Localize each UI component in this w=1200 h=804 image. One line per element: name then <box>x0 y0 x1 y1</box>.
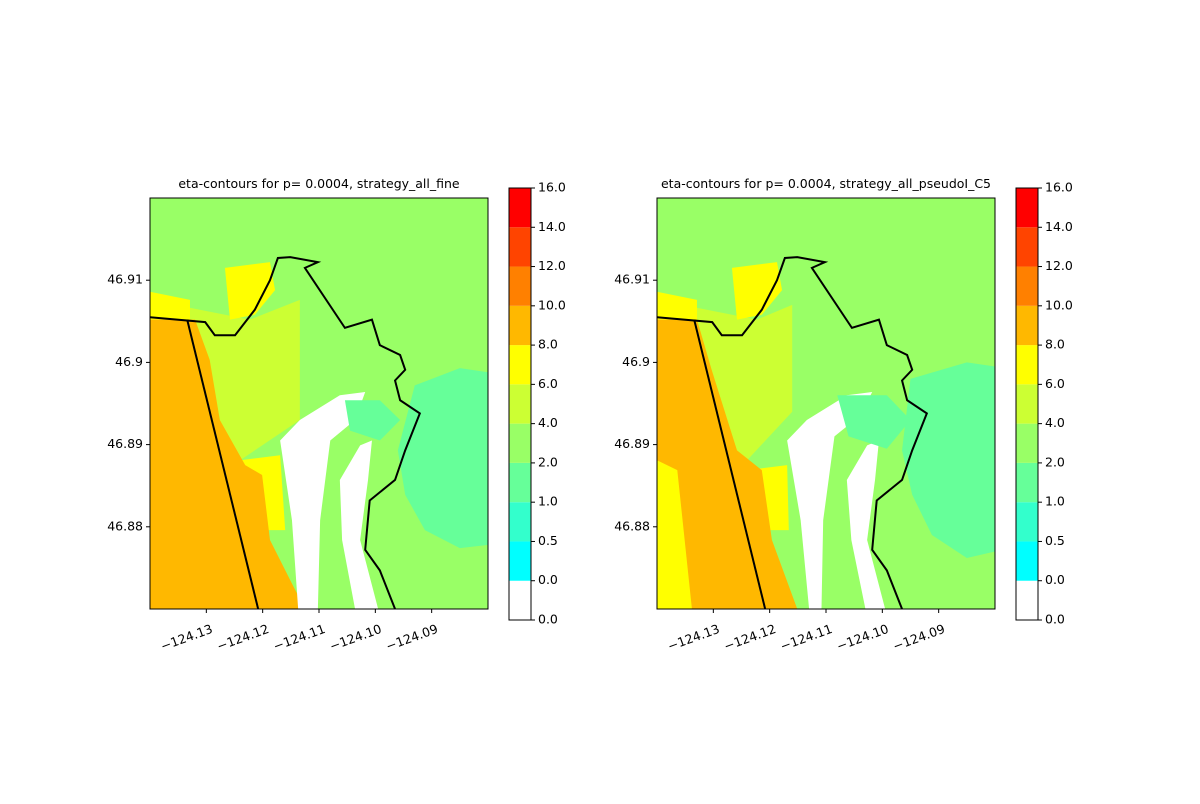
colorbar-tick-label: 0.5 <box>538 533 558 548</box>
colorbar-tick-label: 14.0 <box>538 219 566 234</box>
contour-region <box>731 262 783 320</box>
colorbar-bin <box>1016 580 1038 620</box>
y-tick-label: 46.89 <box>614 436 650 451</box>
colorbar-tick-label: 0.0 <box>538 572 558 587</box>
y-tick-label: 46.89 <box>107 436 143 451</box>
colorbar-tick-label: 0.0 <box>1045 612 1065 627</box>
colorbar-bin <box>509 227 531 267</box>
y-tick-label: 46.9 <box>115 354 143 369</box>
colorbar-bin <box>509 462 531 503</box>
colorbar-bin <box>509 188 531 228</box>
coastline <box>657 256 929 609</box>
map <box>657 198 995 609</box>
contour-region <box>339 440 379 609</box>
colorbar-tick-label: 4.0 <box>538 415 558 430</box>
contour-region <box>837 395 911 449</box>
colorbar-bin <box>509 541 531 581</box>
contour-region <box>787 391 873 609</box>
contour-region <box>344 400 401 441</box>
colorbar-tick-label: 1.0 <box>1045 494 1065 509</box>
colorbar-bin <box>509 266 531 306</box>
coastline <box>150 256 422 609</box>
colorbar-frame <box>508 187 532 621</box>
y-tick-label: 46.88 <box>614 518 650 533</box>
colorbar-tick-label: 8.0 <box>538 337 558 352</box>
contour-region <box>280 391 366 609</box>
colorbar-tick-label: 8.0 <box>1045 337 1065 352</box>
colorbar-tick-label: 0.0 <box>1045 572 1065 587</box>
colorbar-bin <box>1016 384 1038 424</box>
contour-region <box>150 291 190 320</box>
colorbar-tick-label: 6.0 <box>1045 376 1065 391</box>
chart-title: eta-contours for p= 0.0004, strategy_all… <box>178 176 460 191</box>
colorbar-bin <box>509 580 531 620</box>
colorbar-frame <box>1015 187 1039 621</box>
colorbar-bin <box>509 423 531 463</box>
colorbar-bin <box>1016 188 1038 228</box>
y-tick-label: 46.91 <box>614 272 650 287</box>
colorbar-bin <box>1016 305 1038 346</box>
shoreline <box>693 319 767 609</box>
colorbar-tick-label: 10.0 <box>538 297 566 312</box>
colorbar-tick-label: 1.0 <box>538 494 558 509</box>
colorbar-tick-label: 16.0 <box>1045 180 1073 195</box>
colorbar-bin <box>509 502 531 542</box>
colorbar-bin <box>509 305 531 346</box>
colorbar-tick-label: 0.0 <box>538 612 558 627</box>
colorbar-bin <box>1016 462 1038 503</box>
colorbar-bin <box>1016 502 1038 542</box>
contour-region <box>846 440 886 609</box>
map <box>150 198 488 609</box>
colorbar-bin <box>1016 345 1038 385</box>
colorbar-tick-label: 2.0 <box>1045 454 1065 469</box>
y-tick-label: 46.88 <box>107 518 143 533</box>
contour-region <box>224 262 276 320</box>
colorbar-bin <box>1016 227 1038 267</box>
y-tick-label: 46.9 <box>622 354 650 369</box>
colorbar-tick-label: 10.0 <box>1045 297 1073 312</box>
colorbar-tick-label: 12.0 <box>1045 258 1073 273</box>
colorbar-tick-label: 14.0 <box>1045 219 1073 234</box>
colorbar-tick-label: 6.0 <box>538 376 558 391</box>
colorbar-bin <box>1016 266 1038 306</box>
contour-region <box>150 319 305 609</box>
colorbar-bin <box>509 384 531 424</box>
contour-region <box>657 319 798 609</box>
y-tick-label: 46.91 <box>107 272 143 287</box>
shoreline <box>186 319 260 609</box>
colorbar-tick-label: 4.0 <box>1045 415 1065 430</box>
colorbar-bin <box>509 345 531 385</box>
colorbar-bin <box>1016 541 1038 581</box>
colorbar-tick-label: 12.0 <box>538 258 566 273</box>
colorbar-tick-label: 0.5 <box>1045 533 1065 548</box>
colorbar-bin <box>1016 423 1038 463</box>
colorbar-tick-label: 2.0 <box>538 454 558 469</box>
chart-title: eta-contours for p= 0.0004, strategy_all… <box>661 176 991 191</box>
colorbar-tick-label: 16.0 <box>538 180 566 195</box>
contour-region <box>657 460 692 609</box>
contour-region <box>657 291 697 320</box>
